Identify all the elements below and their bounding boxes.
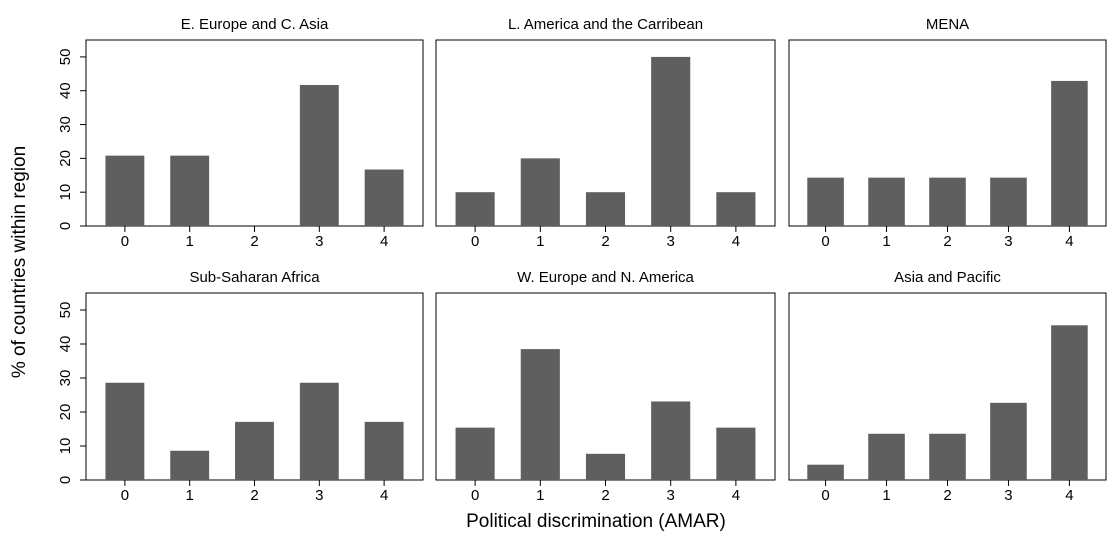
x-tick-label: 4: [1065, 487, 1073, 504]
y-axis-label: % of countries within region: [9, 146, 30, 378]
panel-title: E. Europe and C. Asia: [181, 16, 329, 33]
bar: [170, 450, 210, 480]
bar: [929, 177, 966, 226]
x-tick-label: 1: [882, 487, 890, 504]
bar: [807, 177, 844, 226]
bar: [585, 192, 626, 226]
bar: [716, 192, 756, 226]
x-tick-label: 0: [471, 233, 479, 250]
bar: [990, 177, 1027, 226]
bar: [868, 177, 905, 226]
x-tick-label: 2: [601, 487, 609, 504]
panel-title: MENA: [926, 16, 969, 33]
x-tick-label: 3: [315, 487, 323, 504]
x-tick-label: 0: [471, 487, 479, 504]
bar: [170, 155, 210, 226]
panel-title: Asia and Pacific: [894, 269, 1001, 286]
bar: [520, 349, 560, 480]
bar: [455, 427, 495, 480]
y-tick-label: 30: [57, 370, 74, 387]
y-tick-label: 50: [57, 49, 74, 66]
panel-title: Sub-Saharan Africa: [189, 269, 320, 286]
x-tick-label: 3: [667, 487, 675, 504]
bar: [1051, 80, 1088, 226]
x-tick-label: 3: [1004, 233, 1012, 250]
bar: [364, 421, 404, 480]
x-tick-label: 0: [821, 487, 829, 504]
x-tick-label: 4: [732, 487, 740, 504]
x-tick-label: 0: [121, 487, 129, 504]
bar: [651, 56, 691, 227]
bar: [105, 155, 145, 226]
bar: [716, 427, 756, 480]
panel-title: L. America and the Carribean: [508, 16, 703, 33]
bar: [807, 464, 844, 480]
x-tick-label: 2: [250, 487, 258, 504]
x-tick-label: 1: [536, 487, 544, 504]
bar: [455, 192, 495, 226]
y-tick-label: 40: [57, 82, 74, 99]
bar: [299, 382, 339, 480]
bar: [585, 453, 626, 480]
y-tick-label: 0: [57, 222, 74, 230]
x-tick-label: 0: [121, 233, 129, 250]
y-tick-label: 50: [57, 302, 74, 319]
bar: [105, 382, 145, 480]
y-tick-label: 0: [57, 476, 74, 484]
bar: [868, 433, 905, 480]
y-tick-label: 10: [57, 438, 74, 455]
bar: [235, 421, 274, 480]
x-tick-label: 2: [601, 233, 609, 250]
y-tick-label: 20: [57, 404, 74, 421]
y-tick-label: 30: [57, 116, 74, 133]
x-tick-label: 2: [943, 487, 951, 504]
bar: [520, 158, 560, 226]
x-tick-label: 1: [536, 233, 544, 250]
x-tick-label: 1: [882, 233, 890, 250]
x-tick-label: 1: [186, 487, 194, 504]
x-tick-label: 4: [1065, 233, 1073, 250]
bar: [990, 402, 1027, 480]
x-tick-label: 3: [667, 233, 675, 250]
x-tick-label: 3: [315, 233, 323, 250]
x-tick-label: 3: [1004, 487, 1012, 504]
x-tick-label: 4: [380, 233, 388, 250]
x-tick-label: 1: [186, 233, 194, 250]
x-tick-label: 2: [250, 233, 258, 250]
y-tick-label: 40: [57, 336, 74, 353]
bar: [929, 433, 966, 480]
bar: [651, 401, 691, 480]
y-tick-label: 20: [57, 150, 74, 167]
x-axis-label: Political discrimination (AMAR): [466, 511, 726, 532]
bar: [299, 84, 339, 226]
x-tick-label: 4: [380, 487, 388, 504]
bar: [1051, 325, 1088, 480]
y-tick-label: 10: [57, 184, 74, 201]
x-tick-label: 2: [943, 233, 951, 250]
panel-title: W. Europe and N. America: [517, 269, 694, 286]
bar: [364, 169, 404, 226]
x-tick-label: 4: [732, 233, 740, 250]
x-tick-label: 0: [821, 233, 829, 250]
